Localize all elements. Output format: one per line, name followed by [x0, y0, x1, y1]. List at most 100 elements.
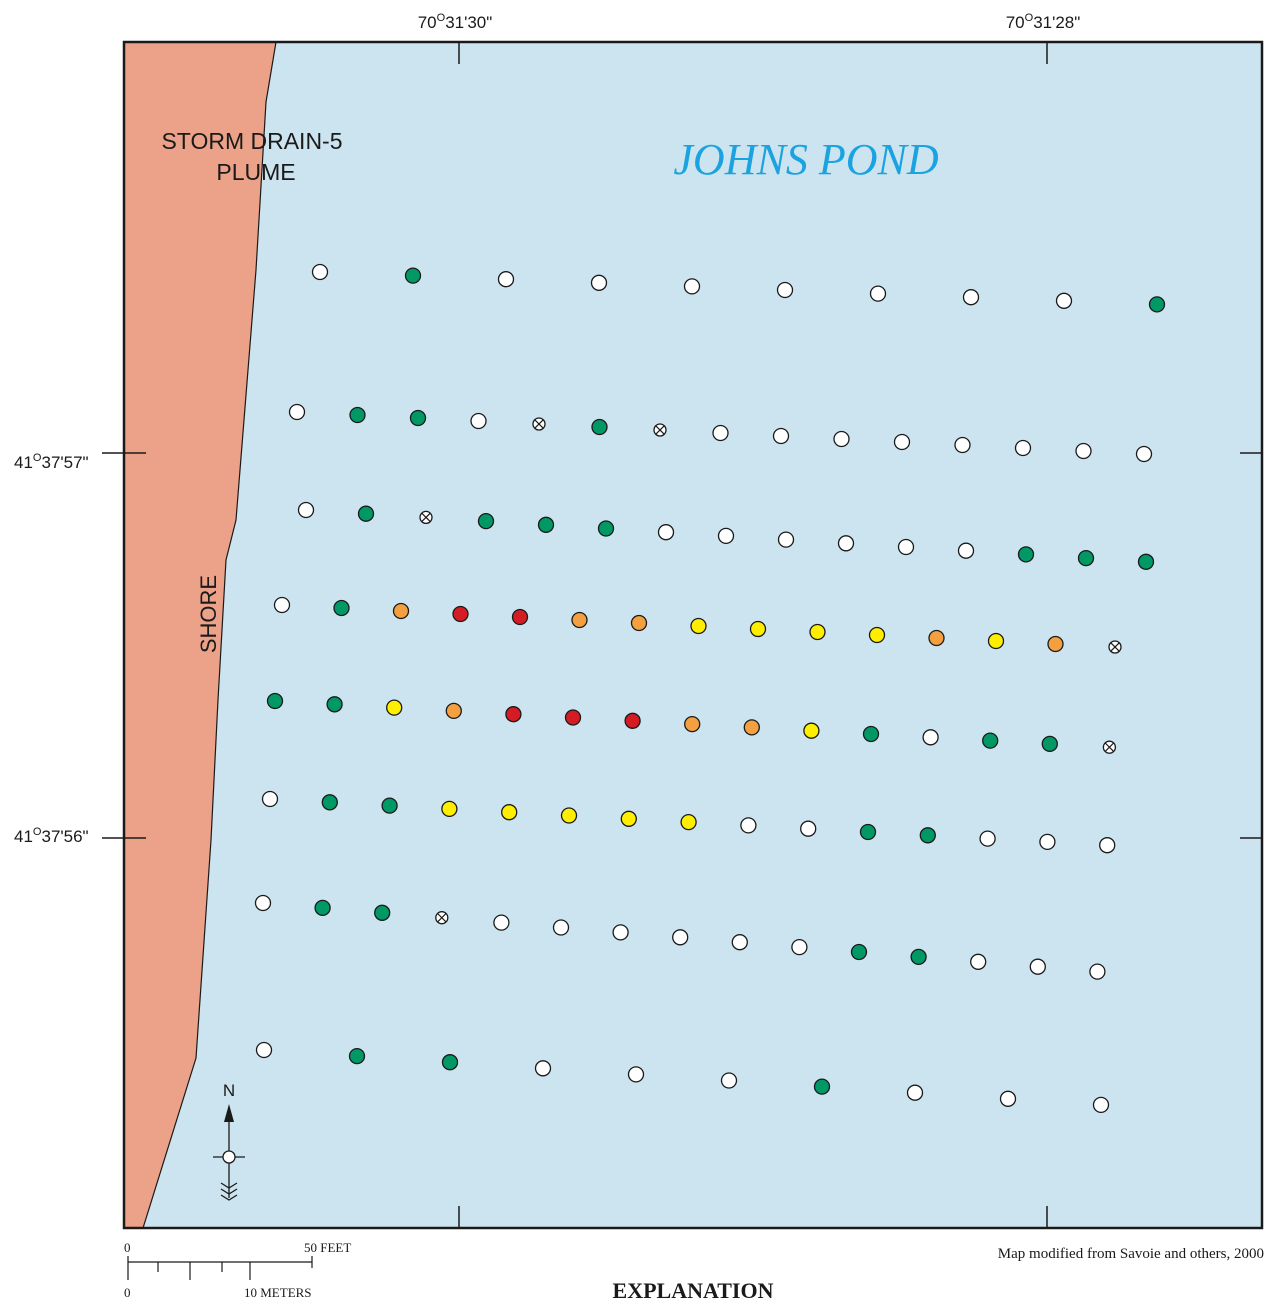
sample-point-red — [624, 712, 641, 729]
sample-point-open — [297, 501, 315, 519]
shore-label: SHORE — [196, 575, 221, 653]
sample-point-x — [419, 510, 433, 525]
sample-point-green — [409, 409, 427, 427]
scale-feet-label: 50 FEET — [304, 1240, 351, 1255]
sample-point-orange — [684, 715, 701, 733]
sample-point-green — [348, 1047, 366, 1065]
sample-point-open — [1029, 958, 1046, 975]
sample-point-open — [552, 919, 570, 936]
sample-point-open — [833, 430, 850, 448]
sample-point-green — [910, 948, 927, 966]
sample-point-open — [772, 427, 790, 445]
water-area — [124, 42, 1262, 1228]
sample-point-open — [470, 412, 487, 430]
sample-point-open — [957, 542, 975, 559]
sample-point-open — [273, 596, 291, 614]
sample-point-orange — [445, 702, 462, 720]
latitude-label-2: 41O37'56" — [14, 826, 89, 846]
sample-point-yellow — [749, 620, 767, 638]
sample-point-open — [311, 263, 329, 281]
sample-point-open — [534, 1060, 552, 1077]
sample-point-red — [511, 608, 529, 626]
sample-point-x — [532, 417, 546, 431]
sample-point-yellow — [386, 699, 403, 716]
longitude-ticks — [458, 42, 1048, 1228]
sample-point-open — [627, 1066, 645, 1083]
sample-point-green — [266, 692, 284, 710]
north-arrow: N — [213, 1081, 245, 1201]
sample-point-open — [1135, 445, 1153, 463]
sample-points — [254, 263, 1166, 1114]
sample-point-yellow — [809, 623, 826, 641]
sample-point-green — [1041, 735, 1058, 753]
sample-point-open — [962, 289, 980, 306]
sample-point-open — [288, 403, 306, 421]
sample-point-green — [333, 599, 350, 617]
sample-point-open — [954, 436, 971, 454]
sample-point-open — [612, 924, 629, 941]
sample-point-open — [922, 729, 939, 746]
sample-point-x — [435, 911, 449, 925]
sample-point-orange — [571, 611, 588, 629]
sample-point-green — [357, 505, 375, 522]
sample-point-open — [970, 953, 987, 970]
sample-point-orange — [630, 614, 648, 632]
sample-point-open — [1092, 1096, 1110, 1114]
sample-point-open — [657, 524, 675, 541]
scale-meters-zero: 0 — [124, 1285, 131, 1300]
sample-point-yellow — [690, 617, 707, 635]
sample-point-green — [314, 899, 331, 917]
sample-point-open — [800, 820, 817, 837]
sample-point-open — [720, 1072, 738, 1089]
sample-point-open — [717, 527, 735, 545]
sample-point-green — [404, 267, 422, 284]
sample-point-open — [776, 281, 794, 299]
sample-point-open — [1089, 963, 1106, 980]
sample-point-orange — [743, 719, 760, 736]
sample-point-green — [441, 1054, 459, 1071]
sample-point-red — [564, 709, 582, 726]
sample-point-green — [381, 797, 398, 814]
sample-point-x — [1102, 740, 1117, 754]
sample-point-open — [1055, 292, 1073, 309]
pond-label: JOHNS POND — [673, 135, 938, 184]
sample-point-red — [452, 605, 469, 623]
sample-point-orange — [392, 602, 410, 620]
sample-point-green — [862, 725, 880, 743]
sample-point-green — [537, 516, 555, 533]
sample-point-open — [672, 929, 689, 946]
map-frame — [122, 40, 1264, 1230]
sample-point-green — [1017, 546, 1035, 563]
sample-point-green — [349, 406, 366, 424]
sample-point-open — [254, 894, 272, 912]
sample-point-open — [493, 914, 510, 931]
sample-point-green — [1148, 296, 1166, 313]
sample-point-yellow — [501, 804, 518, 821]
longitude-label-1: 70O31'30" — [418, 12, 493, 32]
sample-point-green — [919, 827, 936, 844]
sample-point-green — [321, 794, 338, 811]
sample-point-green — [326, 696, 343, 713]
sample-point-open — [869, 285, 887, 302]
sample-point-green — [1077, 549, 1095, 567]
sample-point-yellow — [680, 813, 697, 831]
longitude-label-2: 70O31'28" — [1006, 12, 1081, 32]
sample-point-open — [837, 535, 855, 552]
sample-point-open — [979, 830, 996, 847]
sample-point-green — [813, 1078, 831, 1095]
sample-point-open — [740, 817, 757, 834]
sample-point-open — [1014, 439, 1032, 457]
sample-point-green — [850, 943, 868, 961]
sample-point-open — [255, 1041, 273, 1059]
latitude-label-1: 41O37'57" — [14, 452, 89, 472]
sample-point-yellow — [868, 626, 886, 644]
sample-point-open — [712, 424, 729, 442]
scale-meters-label: 10 METERS — [244, 1285, 312, 1300]
sample-point-open — [1039, 833, 1056, 851]
north-arrow-label: N — [223, 1081, 235, 1100]
sample-point-green — [374, 904, 391, 921]
plume-label-line1: STORM DRAIN-5 — [161, 128, 342, 154]
sample-point-green — [1137, 553, 1155, 570]
sample-point-open — [791, 938, 808, 956]
